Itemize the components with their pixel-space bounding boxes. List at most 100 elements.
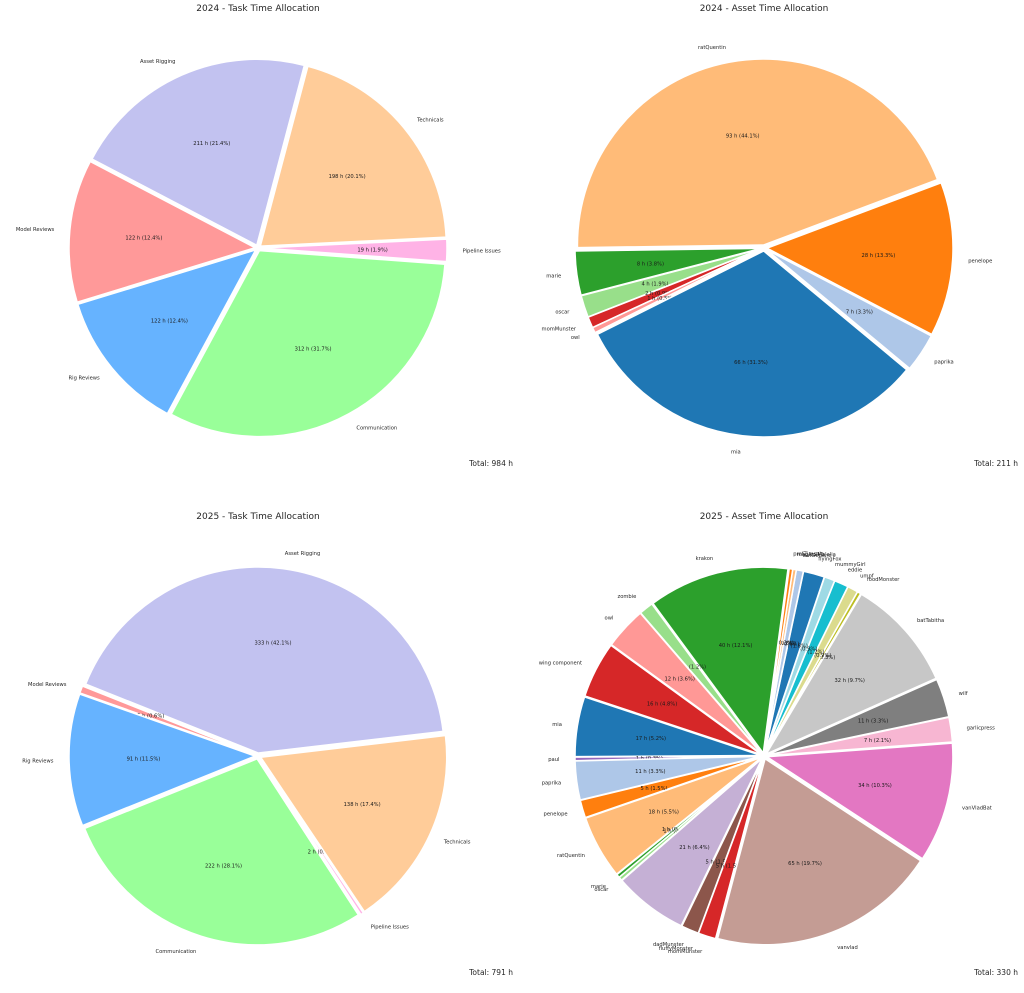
slice-value-label: 4 h (1.9%): [641, 281, 668, 287]
slice-value-label: 1 h (0.3%): [663, 828, 690, 834]
slice-value-label: 1 h (0.5%): [647, 296, 674, 302]
chart-title: 2025 - Task Time Allocation: [196, 512, 319, 522]
slice-value-label: 28 h (13.3%): [862, 253, 896, 259]
slice-category-label: batGeneric: [803, 553, 832, 559]
slice-category-label: dadMunster: [653, 942, 685, 948]
pie-slice: [716, 757, 922, 946]
slice-value-label: 91 h (11.5%): [127, 756, 161, 762]
slice-category-label: flyingFox: [818, 557, 841, 563]
pie-slice: [259, 65, 447, 247]
slice-category-label: paprika: [934, 359, 953, 365]
pie-slice: [576, 58, 939, 249]
slice-category-label: penelope: [544, 811, 568, 817]
pie-slice: [83, 757, 360, 946]
slice-value-label: 18 h (5.5%): [649, 809, 679, 815]
slice-category-label: batTabitha: [917, 618, 944, 624]
pie-chart-1: 2024 - Task Time Allocation 19 h (1.9%) Pi…: [16, 4, 513, 468]
slice-value-label: 4 h (1.2%): [797, 649, 824, 655]
slice-category-label: Communication: [356, 425, 397, 431]
total-label: Total: 984 h: [468, 459, 513, 468]
slice-value-label: 333 h (42.1%): [254, 640, 291, 646]
slice-value-label: 34 h (10.3%): [858, 783, 892, 789]
slice-category-label: penelope: [968, 259, 992, 265]
slice-category-label: marie: [546, 273, 561, 279]
slice-category-label: Asset Rigging: [285, 551, 320, 557]
slice-category-label: ratQuentin: [557, 853, 585, 859]
slice-category-label: paprika: [542, 781, 561, 787]
slice-category-label: Pipeline Issues: [463, 249, 501, 255]
pie-slice: [76, 248, 258, 415]
slice-value-label: 12 h (3.6%): [664, 676, 694, 682]
slice-category-label: zombie: [617, 594, 636, 600]
slice-category-label: Model Reviews: [16, 227, 55, 233]
pie-slice: [610, 612, 763, 755]
pie-slice: [259, 758, 365, 916]
pie-slice: [763, 567, 794, 754]
slice-category-label: oscar: [594, 887, 609, 893]
slice-category-label: Model Reviews: [28, 682, 67, 688]
slice-value-label: 5 h (1.5%): [716, 863, 743, 869]
slice-category-label: Technicals: [416, 117, 444, 123]
slice-category-label: mia: [552, 722, 562, 728]
pie-slice: [764, 593, 938, 756]
slice-value-label: 6 h (1.8%): [781, 643, 808, 649]
slice-category-label: mummyGirl: [835, 562, 866, 568]
slice-category-label: eddie: [848, 567, 862, 573]
slice-value-label: 222 h (28.1%): [205, 863, 242, 869]
total-label: Total: 211 h: [973, 459, 1018, 468]
pie-slice: [766, 248, 933, 370]
pie-slice: [170, 249, 446, 438]
chart-title: 2024 - Asset Time Allocation: [700, 4, 829, 14]
slice-category-label: Rig Reviews: [69, 376, 100, 382]
pie-slice: [68, 160, 257, 304]
pie-slice: [596, 250, 908, 438]
pie-slice: [697, 758, 764, 940]
slice-category-label: krakon: [696, 556, 714, 562]
pie-chart-4: 2025 - Asset Time Allocation 32 h (9.7%) b…: [539, 512, 1018, 977]
slice-category-label: momMunster: [542, 327, 577, 333]
slice-value-label: 5 h (1.5%): [706, 859, 733, 865]
slice-category-label: owl: [571, 335, 580, 341]
slice-category-label: oscar: [555, 309, 570, 315]
pie-chart-3: 2025 - Task Time Allocation 333 h (42.1%)…: [22, 512, 513, 977]
pie-slice: [260, 238, 448, 263]
slice-category-label: wilf: [959, 691, 968, 697]
slice-category-label: momMunster: [668, 949, 703, 955]
slice-value-label: 11 h (3.3%): [858, 719, 888, 725]
slice-category-label: foodMonster: [867, 577, 900, 583]
slice-category-label: Communication: [155, 949, 196, 955]
slice-category-label: ratQuentin: [698, 45, 726, 51]
slice-category-label: magicalMalalia: [797, 552, 836, 558]
slice-value-label: 3 h (0.9%): [790, 647, 817, 653]
slice-value-label: 16 h (4.8%): [647, 702, 677, 708]
slice-value-label: 11 h (3.3%): [635, 769, 665, 775]
pie-slice: [583, 644, 762, 756]
slice-value-label: 1 h (0.3%): [769, 641, 796, 647]
slice-value-label: 312 h (31.7%): [295, 346, 332, 352]
slice-category-label: profZimsala: [793, 551, 824, 557]
pie-slice: [68, 693, 258, 827]
pie-slice: [765, 181, 954, 336]
slice-value-label: 4 h (1.2%): [679, 664, 706, 670]
slice-value-label: 66 h (31.3%): [734, 360, 768, 366]
pie-slice: [766, 678, 950, 756]
total-label: Total: 330 h: [973, 968, 1018, 977]
slice-value-label: 1 h (0.3%): [767, 641, 794, 647]
slice-category-label: marie: [591, 884, 606, 890]
slice-value-label: 211 h (21.4%): [193, 141, 230, 147]
pie-slice: [651, 566, 789, 756]
slice-value-label: 122 h (12.4%): [125, 235, 162, 241]
pie-chart-2: 2024 - Asset Time Allocation 93 h (44.1%)…: [542, 4, 1019, 468]
slice-value-label: 40 h (12.1%): [719, 643, 753, 649]
slice-category-label: wing component: [539, 661, 582, 667]
slice-value-label: 198 h (20.1%): [329, 174, 366, 180]
slice-value-label: 5 h (1.5%): [640, 786, 667, 792]
slice-category-label: garlicpress: [967, 725, 996, 731]
slice-category-label: mia: [731, 449, 741, 455]
slice-value-label: 7 h (2.1%): [864, 738, 891, 744]
slice-value-label: 3 h (0.9%): [804, 653, 831, 659]
total-label: Total: 791 h: [468, 968, 513, 977]
slice-value-label: 7 h (3.3%): [846, 310, 873, 316]
